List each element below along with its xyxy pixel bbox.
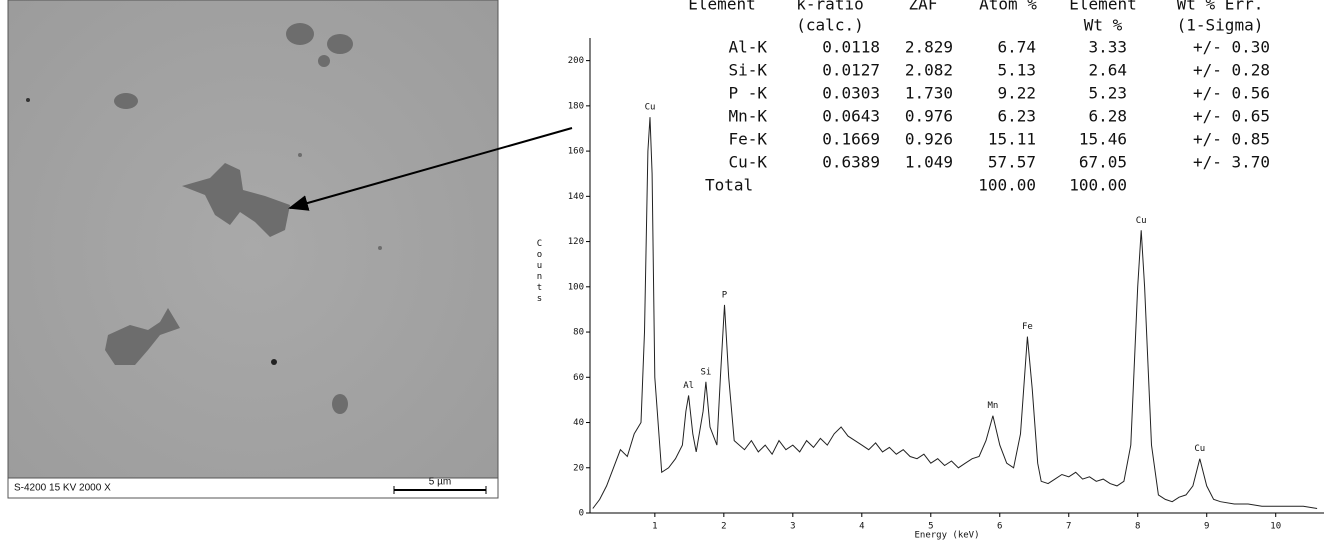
table-cell: 3.33 [1088, 38, 1127, 57]
table-cell: Fe-K [728, 130, 767, 149]
table-cell: 1.049 [905, 153, 953, 172]
table-cell: 57.57 [988, 153, 1036, 172]
x-tick-label: 10 [1270, 522, 1281, 532]
sem-caption: S-4200 15 KV 2000 X [14, 483, 111, 494]
table-cell: Mn-K [728, 107, 767, 126]
table-cell: 5.13 [997, 61, 1036, 80]
y-tick-label: 40 [573, 418, 584, 428]
y-tick-label: 0 [579, 509, 584, 519]
table-cell: 0.0303 [822, 84, 880, 103]
table-cell: 0.0127 [822, 61, 880, 80]
table-cell: 0.976 [905, 107, 953, 126]
x-tick-label: 4 [859, 522, 864, 532]
x-tick-label: 1 [652, 522, 657, 532]
table-cell: 2.64 [1088, 61, 1127, 80]
total-wt: 100.00 [1069, 176, 1127, 195]
table-cell: 2.829 [905, 38, 953, 57]
peak-label: Cu [645, 103, 656, 113]
table-cell: 5.23 [1088, 84, 1127, 103]
peak-label: Mn [987, 401, 998, 411]
x-tick-label: 8 [1135, 522, 1140, 532]
table-header: Element [688, 0, 755, 14]
y-tick-label: 100 [568, 282, 584, 292]
y-tick-label: 140 [568, 192, 584, 202]
table-cell: 6.28 [1088, 107, 1127, 126]
table-cell: +/- 0.28 [1193, 61, 1270, 80]
table-cell: 2.082 [905, 61, 953, 80]
table-header: k-ratio [796, 0, 863, 14]
x-tick-label: 3 [790, 522, 795, 532]
table-header: Element [1069, 0, 1136, 14]
total-label: Total [705, 176, 753, 195]
table-cell: +/- 0.56 [1193, 84, 1270, 103]
y-tick-label: 60 [573, 373, 584, 383]
composition-table: Element k-ratio (calc.) ZAF Atom % Element Wt … [688, 0, 1270, 195]
table-cell: 67.05 [1079, 153, 1127, 172]
y-axis-label: Counts [535, 239, 545, 305]
x-tick-label: 5 [928, 522, 933, 532]
table-cell: 1.730 [905, 84, 953, 103]
table-cell: 9.22 [997, 84, 1036, 103]
table-header: (1-Sigma) [1177, 16, 1264, 35]
y-tick-label: 180 [568, 101, 584, 111]
table-cell: 15.46 [1079, 130, 1127, 149]
y-tick-label: 120 [568, 237, 584, 247]
sem-image: S-4200 15 KV 2000 X 5 µm [7, 0, 499, 499]
peak-label: Si [700, 367, 711, 377]
x-tick-label: 2 [721, 522, 726, 532]
table-header: (calc.) [796, 16, 863, 35]
table-cell: Al-K [728, 38, 767, 57]
table-header: Wt % [1084, 16, 1123, 35]
x-axis-label: Energy (keV) [914, 531, 979, 541]
scale-bar-label: 5 µm [429, 477, 451, 488]
table-header: Wt % Err. [1177, 0, 1264, 14]
x-tick-label: 7 [1066, 522, 1071, 532]
peak-label: Fe [1022, 322, 1033, 332]
table-cell: 6.23 [997, 107, 1036, 126]
y-tick-label: 200 [568, 56, 584, 66]
y-tick-label: 160 [568, 147, 584, 157]
peak-label: Cu [1136, 216, 1147, 226]
table-cell: +/- 3.70 [1193, 153, 1270, 172]
peak-label: Cu [1194, 444, 1205, 454]
table-header: ZAF [909, 0, 938, 14]
peak-label: P [722, 290, 728, 300]
table-cell: P -K [728, 84, 767, 103]
table-cell: Cu-K [728, 153, 767, 172]
total-atom: 100.00 [978, 176, 1036, 195]
table-cell: Si-K [728, 61, 767, 80]
table-cell: 0.0643 [822, 107, 880, 126]
y-tick-label: 80 [573, 328, 584, 338]
spectrum: 0 20 40 60 80 100 120 140 160 180 200 1 2 3 4 5 6 7 8 9 10 En… [535, 38, 1324, 541]
table-cell: 0.6389 [822, 153, 880, 172]
spectrum-line [592, 117, 1318, 509]
y-tick-label: 20 [573, 463, 584, 473]
table-cell: 0.0118 [822, 38, 880, 57]
pointer-arrow [288, 127, 573, 211]
table-cell: 15.11 [988, 130, 1036, 149]
table-cell: +/- 0.85 [1193, 130, 1270, 149]
table-cell: 0.926 [905, 130, 953, 149]
table-cell: 6.74 [997, 38, 1036, 57]
table-header: Atom % [979, 0, 1037, 14]
table-cell: 0.1669 [822, 130, 880, 149]
x-tick-label: 6 [997, 522, 1002, 532]
table-cell: +/- 0.65 [1193, 107, 1270, 126]
peak-label: Al [683, 381, 694, 391]
table-cell: +/- 0.30 [1193, 38, 1270, 57]
x-tick-label: 9 [1204, 522, 1209, 532]
